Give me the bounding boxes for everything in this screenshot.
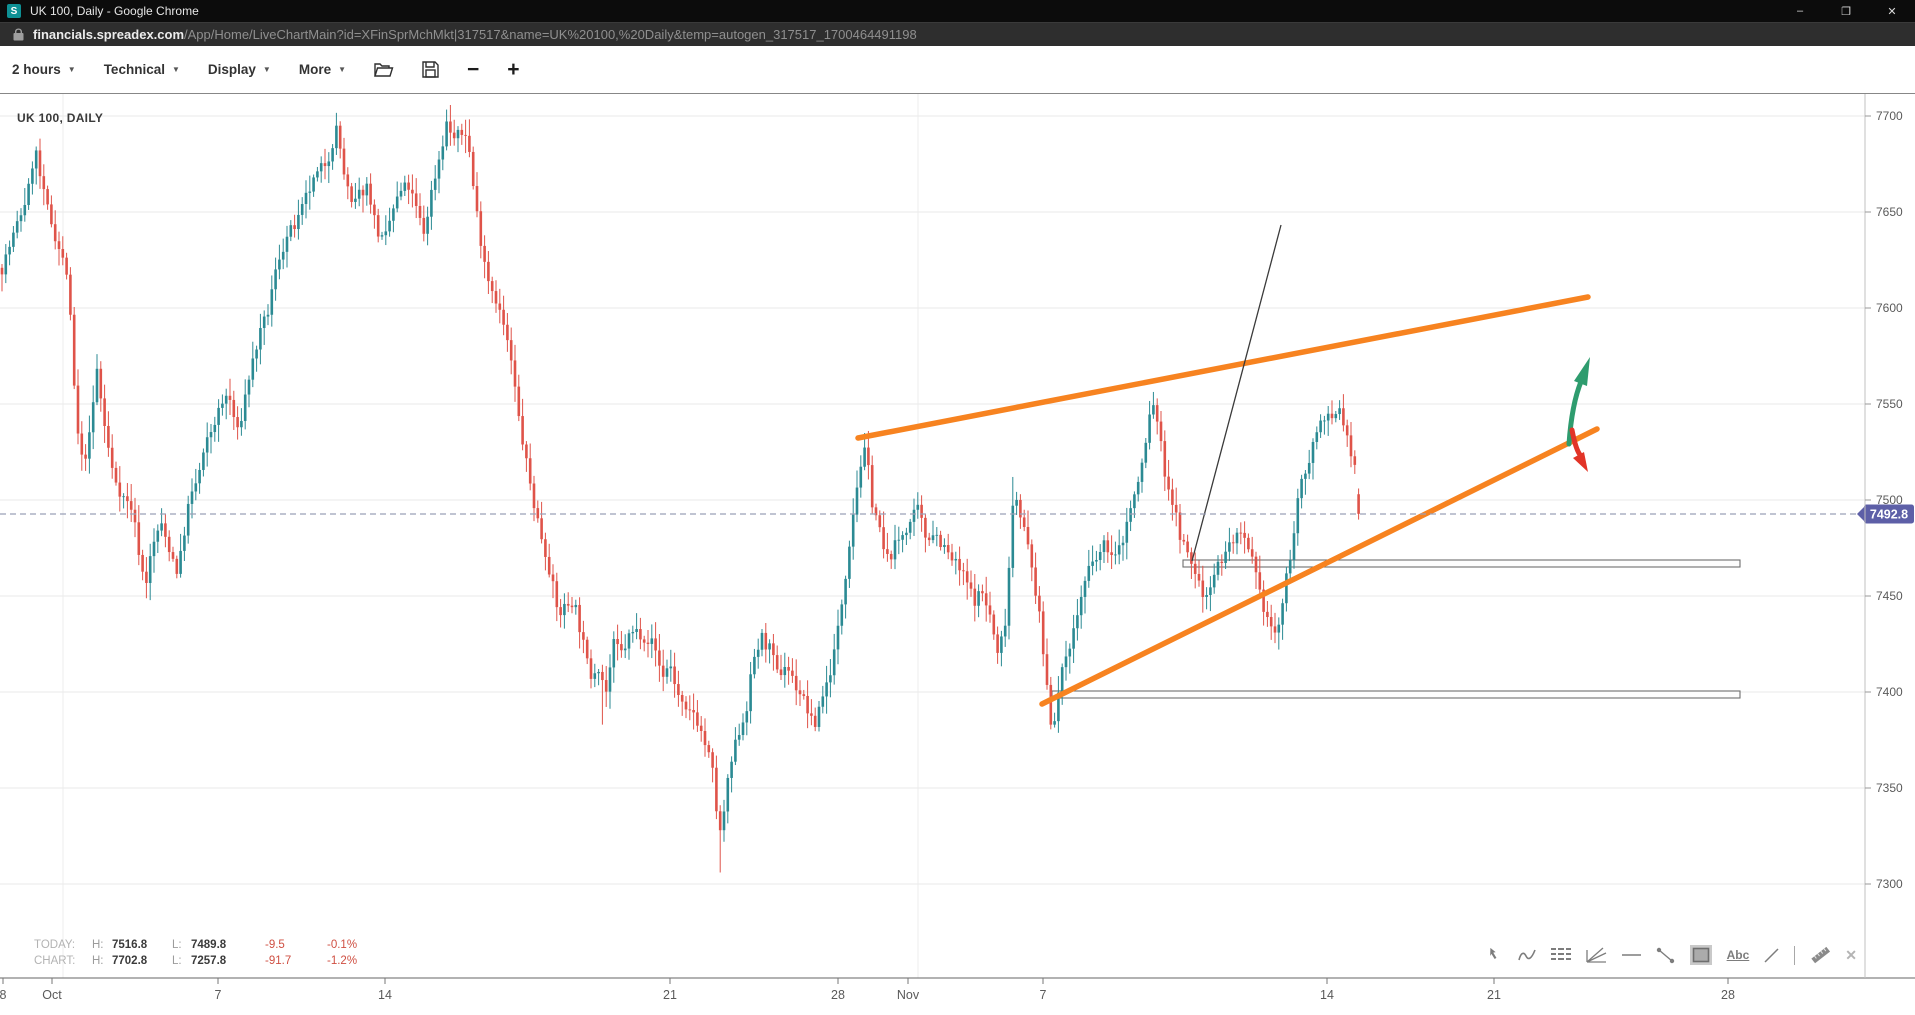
fan-lines-tool-icon[interactable] <box>1585 947 1607 963</box>
svg-text:7350: 7350 <box>1876 781 1903 795</box>
chevron-down-icon: ▼ <box>67 65 76 74</box>
more-dropdown[interactable]: More ▼ <box>298 62 347 77</box>
chart-symbol-title: UK 100, DAILY <box>17 111 104 125</box>
chart-high: 7702.8 <box>112 955 148 967</box>
toolbar-separator <box>1794 945 1796 965</box>
chevron-down-icon: ▼ <box>338 65 347 74</box>
trendline-drawings <box>855 224 1600 707</box>
freehand-tool-icon[interactable] <box>1517 948 1536 962</box>
svg-text:28: 28 <box>831 988 845 1002</box>
fib-retracement-tool-icon[interactable] <box>1550 947 1571 963</box>
svg-text:7650: 7650 <box>1876 205 1903 219</box>
svg-text:7: 7 <box>1040 988 1047 1002</box>
svg-text:Oct: Oct <box>42 988 62 1002</box>
axes: 7700 7650 7600 7550 7500 7450 7400 7350 7300 8 Oct… <box>0 94 1915 1002</box>
trendline-lower <box>1039 426 1600 707</box>
window-title: UK 100, Daily - Google Chrome <box>30 4 199 18</box>
svg-text:14: 14 <box>1320 988 1334 1002</box>
chart-area: 7492.8 7700 7650 7600 7550 7500 7450 7400 7350 73… <box>0 93 1915 1015</box>
ruler-tool-icon[interactable] <box>1810 946 1831 964</box>
projection-line <box>1191 224 1282 562</box>
svg-text:7492.8: 7492.8 <box>1870 508 1908 522</box>
svg-text:7600: 7600 <box>1876 301 1903 315</box>
chart-toolbar: 2 hours ▼ Technical ▼ Display ▼ More ▼ − + <box>0 46 1915 93</box>
delete-drawing-icon[interactable]: ✕ <box>1845 946 1857 963</box>
svg-text:7: 7 <box>215 988 222 1002</box>
pointer-tool-icon[interactable] <box>1488 947 1503 963</box>
maximize-button[interactable]: ❐ <box>1841 5 1851 18</box>
svg-text:7500: 7500 <box>1876 493 1903 507</box>
diagonal-line-tool-icon[interactable] <box>1764 947 1779 963</box>
url-text: financials.spreadex.com/App/Home/LiveCha… <box>33 27 917 42</box>
lock-icon <box>13 28 24 41</box>
price-stats: TODAY: H: 7516.8 L: 7489.8 -9.5 -0.1% CH… <box>34 937 357 969</box>
candlesticks <box>0 104 1360 873</box>
window-controls: – ❐ ✕ <box>1777 0 1915 22</box>
url-path: /App/Home/LiveChartMain?id=XFinSprMchMkt… <box>184 27 917 42</box>
svg-text:14: 14 <box>378 988 392 1002</box>
range-box-drawings <box>1051 559 1741 699</box>
address-bar[interactable]: financials.spreadex.com/App/Home/LiveCha… <box>0 22 1915 46</box>
svg-text:8: 8 <box>0 988 7 1002</box>
zoom-in-button[interactable]: + <box>507 57 520 81</box>
drawing-toolbar: Abc ✕ <box>1488 945 1857 965</box>
current-price-badge: 7492.8 <box>1857 504 1914 524</box>
rectangle-tool-icon[interactable] <box>1689 945 1712 965</box>
red-down-arrow <box>1569 427 1584 459</box>
chart-stats-row: CHART: H: 7702.8 L: 7257.8 -91.7 -1.2% <box>34 955 358 967</box>
chart-change-pct: -1.2% <box>327 955 358 967</box>
today-stats-row: TODAY: H: 7516.8 L: 7489.8 -9.5 -0.1% <box>34 939 358 951</box>
zoom-out-button[interactable]: − <box>467 57 480 81</box>
open-folder-icon[interactable] <box>374 62 394 78</box>
svg-text:7400: 7400 <box>1876 685 1903 699</box>
gridlines <box>0 94 1865 978</box>
close-button[interactable]: ✕ <box>1887 5 1897 18</box>
today-change: -9.5 <box>265 939 285 951</box>
svg-text:7300: 7300 <box>1876 877 1903 891</box>
chevron-down-icon: ▼ <box>262 65 271 74</box>
chart-change: -91.7 <box>265 955 292 967</box>
svg-text:7450: 7450 <box>1876 589 1903 603</box>
chevron-down-icon: ▼ <box>171 65 180 74</box>
trendline-upper <box>855 294 1591 441</box>
svg-text:7700: 7700 <box>1876 109 1903 123</box>
trend-line-tool-icon[interactable] <box>1656 947 1675 964</box>
today-change-pct: -0.1% <box>327 939 358 951</box>
spreadex-favicon: S <box>7 4 21 18</box>
display-dropdown[interactable]: Display ▼ <box>207 62 271 77</box>
text-tool-icon[interactable]: Abc <box>1726 948 1750 962</box>
minimize-button[interactable]: – <box>1796 5 1804 17</box>
svg-text:Nov: Nov <box>897 988 920 1002</box>
url-domain: financials.spreadex.com <box>33 27 185 42</box>
save-icon[interactable] <box>422 61 439 78</box>
today-low: 7489.8 <box>191 939 227 951</box>
chart-low: 7257.8 <box>191 955 227 967</box>
arrow-annotations <box>1566 357 1590 472</box>
price-chart-canvas[interactable]: 7492.8 7700 7650 7600 7550 7500 7450 7400 7350 73… <box>0 94 1915 1015</box>
window-titlebar: S UK 100, Daily - Google Chrome – ❐ ✕ <box>0 0 1915 22</box>
timeframe-dropdown[interactable]: 2 hours ▼ <box>12 62 76 77</box>
svg-text:21: 21 <box>663 988 677 1002</box>
svg-text:7550: 7550 <box>1876 397 1903 411</box>
svg-text:28: 28 <box>1721 988 1735 1002</box>
technical-dropdown[interactable]: Technical ▼ <box>103 62 180 77</box>
svg-text:21: 21 <box>1487 988 1501 1002</box>
horizontal-line-tool-icon[interactable] <box>1621 953 1641 957</box>
today-high: 7516.8 <box>112 939 148 951</box>
